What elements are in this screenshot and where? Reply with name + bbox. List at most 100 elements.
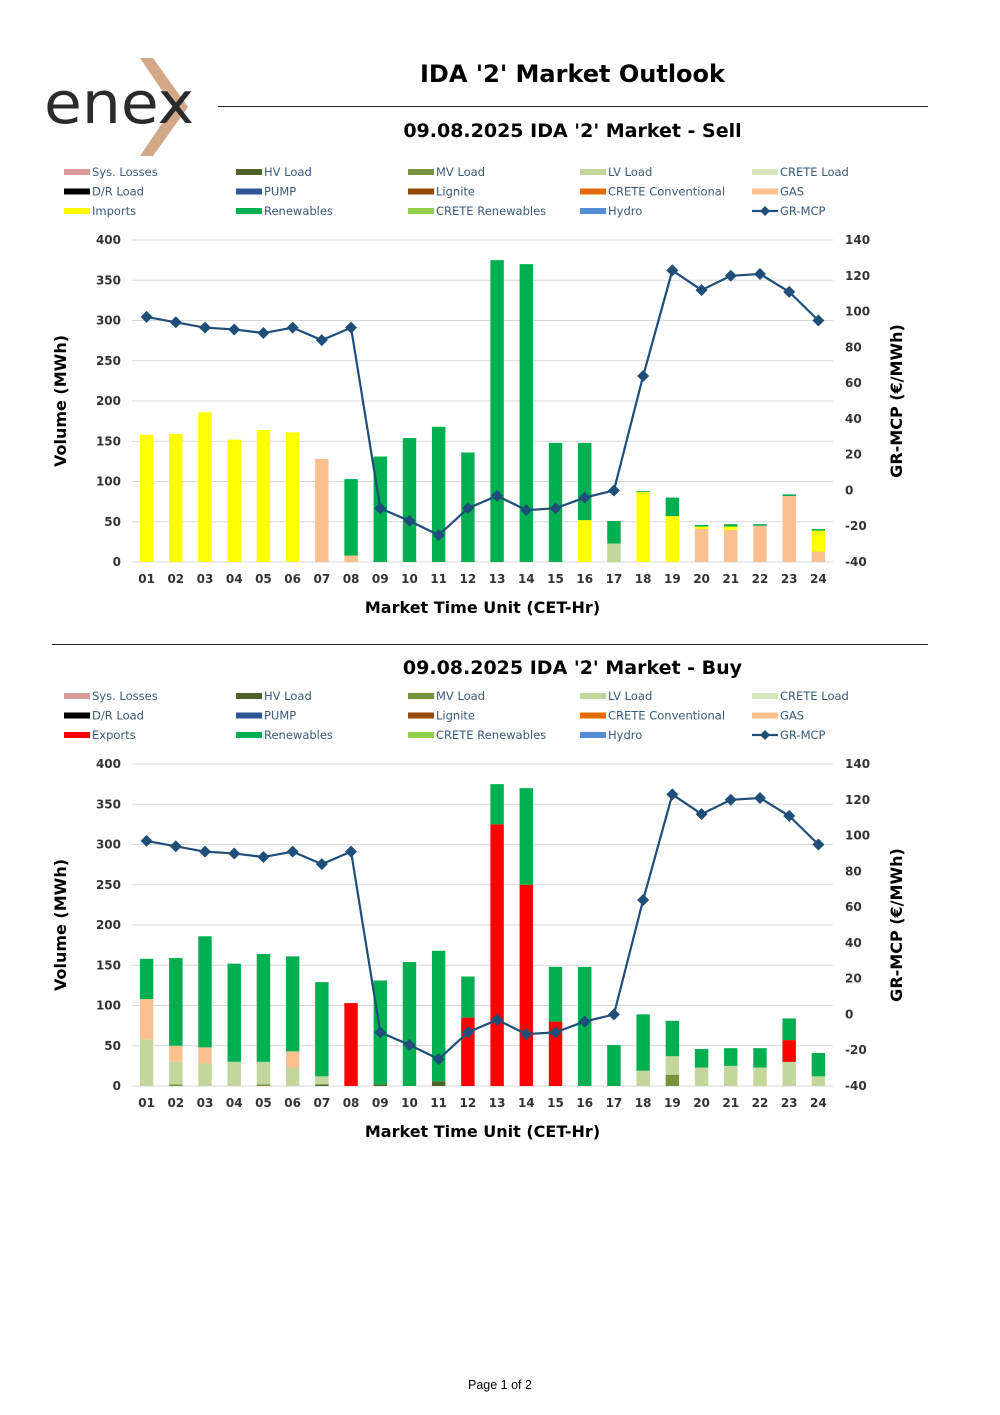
gr-mcp-point-04 bbox=[228, 847, 241, 860]
bar-gas-02 bbox=[169, 1045, 183, 1062]
y2-tick-label: -40 bbox=[845, 555, 867, 569]
x-tick-label: 21 bbox=[722, 1096, 739, 1110]
bar-gas-08 bbox=[344, 555, 358, 562]
y2-tick-label: -20 bbox=[845, 519, 867, 533]
legend-label: Imports bbox=[92, 204, 136, 218]
bar-renewables-21 bbox=[724, 524, 738, 527]
legend-label: D/R Load bbox=[92, 185, 144, 199]
gr-mcp-point-12 bbox=[461, 1026, 474, 1039]
x-tick-label: 23 bbox=[781, 572, 798, 586]
x-tick-label: 09 bbox=[372, 1096, 389, 1110]
page-title: IDA '2' Market Outlook bbox=[420, 60, 725, 88]
bar-renewables-03 bbox=[198, 936, 212, 1048]
legend-item-gas: GAS bbox=[752, 185, 804, 199]
bar-imports-06 bbox=[285, 432, 300, 562]
y-tick-label: 300 bbox=[96, 314, 121, 328]
x-tick-label: 02 bbox=[167, 572, 184, 586]
gr-mcp-point-06 bbox=[286, 845, 299, 858]
bar-mv-load-02 bbox=[169, 1084, 183, 1086]
bar-lv-load-17 bbox=[607, 543, 621, 562]
bar-exports-15 bbox=[548, 1021, 563, 1086]
legend-swatch bbox=[408, 188, 434, 195]
legend-label: CRETE Conventional bbox=[608, 709, 725, 723]
gr-mcp-point-21 bbox=[724, 269, 737, 282]
title-divider bbox=[218, 106, 928, 107]
legend-item-hv-load: HV Load bbox=[236, 689, 312, 703]
bar-gas-20 bbox=[694, 528, 709, 562]
x-tick-label: 22 bbox=[752, 572, 769, 586]
bar-lv-load-22 bbox=[753, 1067, 767, 1086]
legend-swatch bbox=[236, 693, 262, 699]
bar-lv-load-05 bbox=[256, 1061, 271, 1085]
buy-chart-title: 09.08.2025 IDA '2' Market - Buy bbox=[402, 657, 743, 679]
y2-tick-label: 120 bbox=[845, 269, 870, 283]
legend-item-gr-mcp: GR-MCP bbox=[752, 728, 826, 742]
bar-mv-load-05 bbox=[256, 1084, 271, 1086]
gr-mcp-point-12 bbox=[461, 502, 474, 515]
y2-tick-label: 20 bbox=[845, 448, 862, 462]
bar-imports-01 bbox=[139, 434, 154, 562]
x-tick-label: 14 bbox=[518, 572, 535, 586]
legend-item-pump: PUMP bbox=[236, 185, 296, 199]
y-tick-label: 0 bbox=[113, 555, 121, 569]
y-tick-label: 300 bbox=[96, 838, 121, 852]
gr-mcp-point-08 bbox=[345, 321, 358, 334]
gr-mcp-point-17 bbox=[607, 484, 620, 497]
gr-mcp-point-19 bbox=[666, 264, 679, 277]
bar-hv-load-07 bbox=[315, 1084, 329, 1086]
bar-renewables-02 bbox=[169, 958, 183, 1046]
bar-gas-01 bbox=[139, 999, 154, 1040]
gr-mcp-line bbox=[146, 268, 820, 537]
y-tick-label: 350 bbox=[96, 273, 121, 287]
legend-item-hydro: Hydro bbox=[580, 728, 642, 742]
x-tick-label: 20 bbox=[693, 572, 710, 586]
legend-item-hydro: Hydro bbox=[580, 204, 642, 218]
bar-renewables-05 bbox=[256, 953, 271, 1062]
y2-tick-label: -20 bbox=[845, 1043, 867, 1057]
y-tick-label: 400 bbox=[96, 757, 121, 771]
x-tick-label: 10 bbox=[401, 1096, 418, 1110]
gr-mcp-point-01 bbox=[140, 310, 153, 323]
bar-renewables-20 bbox=[694, 524, 709, 527]
legend-swatch bbox=[752, 169, 778, 175]
y-tick-label: 100 bbox=[96, 475, 121, 489]
logo-chevron-shape bbox=[140, 58, 188, 156]
y2-axis-title: GR-MCP (€/MWh) bbox=[887, 324, 906, 478]
bar-renewables-16 bbox=[578, 442, 592, 521]
legend-item-d-r-load: D/R Load bbox=[64, 709, 144, 723]
y-tick-label: 250 bbox=[96, 354, 121, 368]
bar-renewables-06 bbox=[285, 956, 300, 1052]
bar-renewables-17 bbox=[607, 520, 621, 544]
bar-imports-24 bbox=[811, 530, 826, 552]
bar-imports-21 bbox=[724, 526, 738, 530]
legend-item-lignite: Lignite bbox=[408, 709, 475, 723]
bar-gas-03 bbox=[198, 1047, 212, 1064]
legend-swatch bbox=[408, 732, 434, 738]
legend-item-crete-load: CRETE Load bbox=[752, 165, 849, 179]
gr-mcp-point-05 bbox=[257, 327, 270, 340]
x-tick-label: 01 bbox=[138, 1096, 155, 1110]
x-tick-label: 21 bbox=[722, 572, 739, 586]
bar-gas-24 bbox=[811, 551, 826, 562]
gr-mcp-point-13 bbox=[491, 489, 504, 502]
gr-mcp-point-22 bbox=[753, 791, 766, 804]
bar-renewables-13 bbox=[490, 784, 504, 825]
legend-swatch bbox=[64, 169, 90, 175]
gr-mcp-point-17 bbox=[607, 1008, 620, 1021]
gr-mcp-point-04 bbox=[228, 323, 241, 336]
bar-exports-08 bbox=[344, 1003, 358, 1086]
legend-label: LV Load bbox=[608, 165, 652, 179]
bar-gas-07 bbox=[315, 458, 329, 562]
bar-imports-18 bbox=[636, 491, 650, 562]
y-tick-label: 100 bbox=[96, 999, 121, 1013]
legend-label: Exports bbox=[92, 728, 136, 742]
bar-renewables-20 bbox=[694, 1048, 709, 1068]
gr-mcp-point-11 bbox=[432, 1053, 445, 1066]
x-tick-label: 14 bbox=[518, 1096, 535, 1110]
bar-imports-04 bbox=[227, 439, 241, 562]
y-tick-label: 400 bbox=[96, 233, 121, 247]
x-tick-label: 17 bbox=[606, 1096, 623, 1110]
gr-mcp-point-21 bbox=[724, 793, 737, 806]
gr-mcp-point-15 bbox=[549, 1026, 562, 1039]
legend-item-crete-load: CRETE Load bbox=[752, 689, 849, 703]
